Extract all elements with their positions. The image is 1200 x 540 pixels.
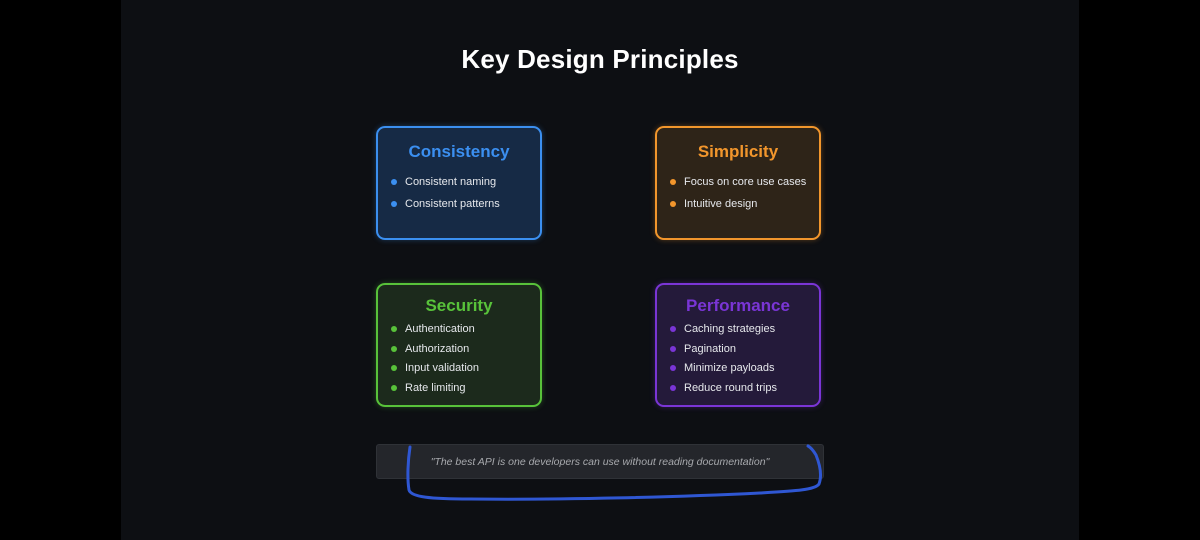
list-item: Intuitive design [657, 196, 819, 218]
list-security: Authentication Authorization Input valid… [378, 321, 540, 399]
list-item: Focus on core use cases [657, 174, 819, 196]
list-item-label: Pagination [684, 342, 736, 355]
list-consistency: Consistent naming Consistent patterns [378, 174, 540, 218]
list-item-label: Input validation [405, 362, 479, 374]
bullet-icon [391, 326, 397, 332]
list-item-label: Focus on core use cases [684, 176, 807, 188]
bullet-icon [670, 201, 676, 207]
bullet-icon [391, 201, 397, 207]
list-item-label: Authorization [405, 342, 470, 355]
card-security: Security Authentication Authorization In… [376, 283, 542, 407]
list-item: Reduce round trips [657, 380, 819, 400]
list-item-label: Consistent naming [405, 176, 497, 188]
list-performance: Caching strategies Pagination Minimize p… [657, 321, 819, 399]
list-item: Consistent patterns [378, 196, 540, 218]
bullet-icon [670, 179, 676, 185]
bullet-icon [391, 365, 397, 371]
bullet-icon [670, 365, 676, 371]
quote-text: "The best API is one developers can use … [430, 456, 770, 468]
list-item: Rate limiting [378, 380, 540, 400]
list-item-label: Consistent patterns [405, 198, 500, 210]
bullet-icon [670, 345, 676, 352]
slide-title: Key Design Principles [461, 44, 739, 74]
bullet-icon [391, 179, 397, 185]
list-item: Pagination [657, 341, 819, 361]
card-performance: Performance Caching strategies Paginatio… [655, 283, 821, 407]
list-item: Consistent naming [378, 174, 540, 196]
bullet-icon [391, 384, 397, 391]
card-title-performance: Performance [686, 296, 790, 315]
list-item: Minimize payloads [657, 360, 819, 380]
card-simplicity: Simplicity Focus on core use cases Intui… [655, 126, 821, 240]
list-item-label: Intuitive design [684, 198, 758, 210]
card-title-consistency: Consistency [408, 142, 510, 161]
list-item: Authentication [378, 321, 540, 341]
list-item-label: Rate limiting [405, 381, 466, 394]
list-item: Authorization [378, 341, 540, 361]
card-title-security: Security [425, 296, 493, 315]
card-consistency: Consistency Consistent naming Consistent… [376, 126, 542, 240]
list-item-label: Authentication [405, 323, 475, 335]
bullet-icon [670, 326, 676, 332]
list-item-label: Reduce round trips [684, 381, 777, 394]
bullet-icon [391, 345, 397, 352]
bullet-icon [670, 384, 676, 391]
list-simplicity: Focus on core use cases Intuitive design [657, 174, 819, 218]
card-title-simplicity: Simplicity [697, 142, 779, 161]
list-item: Caching strategies [657, 321, 819, 341]
list-item-label: Caching strategies [684, 323, 776, 335]
list-item: Input validation [378, 360, 540, 380]
list-item-label: Minimize payloads [684, 362, 775, 374]
